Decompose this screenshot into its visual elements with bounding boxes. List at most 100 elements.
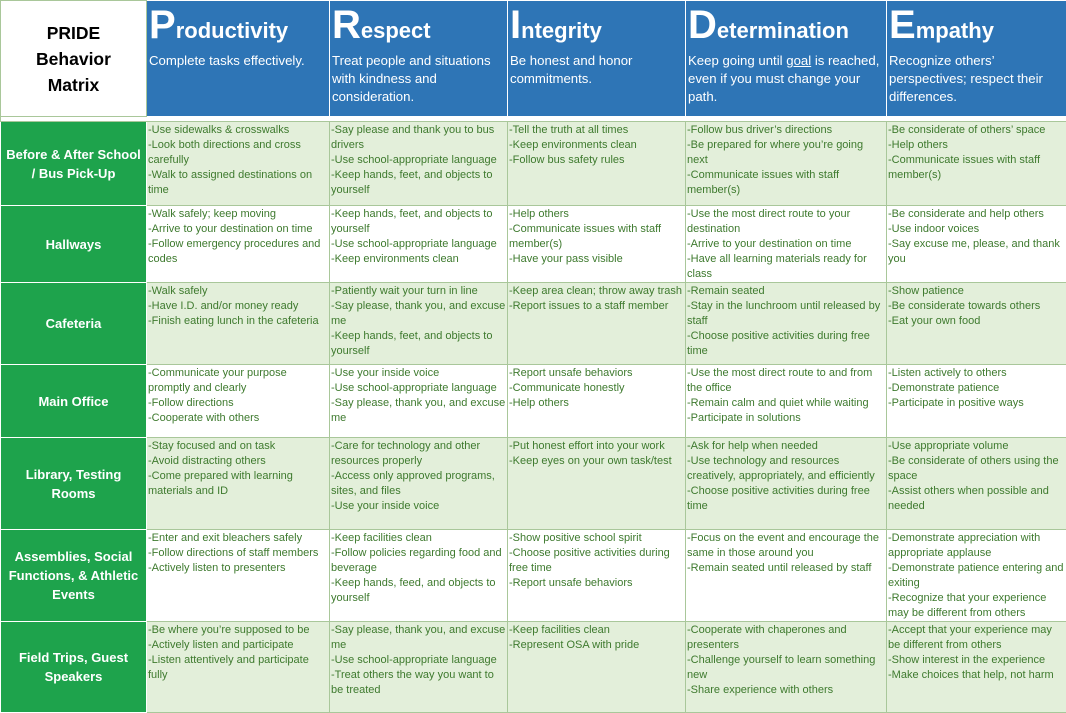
- value-title: Respect: [332, 5, 505, 49]
- behavior-item: -Use your inside voice: [331, 500, 440, 512]
- behavior-item: -Actively listen to presenters: [148, 562, 286, 574]
- behavior-item: -Actively listen and participate: [148, 639, 294, 651]
- behavior-item: -Report issues to a staff member: [509, 300, 669, 312]
- matrix-cell-determination: -Use the most direct route to and from t…: [685, 364, 887, 438]
- behavior-item: -Listen attentively and participate full…: [148, 654, 309, 681]
- value-rest: mpathy: [915, 18, 994, 43]
- matrix-cell-integrity: -Show positive school spirit -Choose posi…: [507, 529, 686, 622]
- matrix-cell-respect: -Use your inside voice -Use school-approp…: [329, 364, 508, 438]
- behavior-item: -Keep environments clean: [509, 139, 637, 151]
- value-initial: I: [510, 3, 522, 47]
- behavior-item: -Participate in solutions: [687, 412, 801, 424]
- behavior-item: -Be considerate towards others: [888, 300, 1041, 312]
- matrix-title-line: Matrix: [47, 74, 100, 95]
- value-initial: D: [688, 3, 717, 47]
- matrix-cell-integrity: -Tell the truth at all times -Keep enviro…: [507, 121, 686, 206]
- value-initial: R: [332, 3, 361, 47]
- behavior-item: -Use school-appropriate language: [331, 154, 497, 166]
- behavior-item: -Choose positive activities during free …: [687, 485, 870, 512]
- value-title: Determination: [688, 5, 884, 49]
- matrix-row: Cafeteria -Walk safely -Have I.D. and/or m…: [0, 282, 1066, 365]
- behavior-item: -Say please and thank you to bus drivers: [331, 124, 495, 151]
- value-initial: E: [889, 3, 916, 47]
- behavior-item: -Say excuse me, please, and thank you: [888, 238, 1060, 265]
- matrix-title-line: PRIDE: [46, 22, 101, 43]
- matrix-cell-determination: -Ask for help when needed -Use technology…: [685, 437, 887, 530]
- behavior-item: -Demonstrate patience entering and exiti…: [888, 562, 1064, 589]
- behavior-item: -Make choices that help, not harm: [888, 669, 1054, 681]
- value-description: Treat people and situations with kindnes…: [332, 53, 491, 104]
- matrix-cell-integrity: -Report unsafe behaviors -Communicate hon…: [507, 364, 686, 438]
- behavior-item: -Ask for help when needed: [687, 440, 818, 452]
- behavior-item: -Be considerate and help others: [888, 208, 1044, 220]
- behavior-item: -Follow emergency procedures and codes: [148, 238, 321, 265]
- row-heading: Assemblies, Social Functions, & Athletic…: [0, 529, 147, 622]
- matrix-cell-productivity: -Be where you’re supposed to be -Actively…: [146, 621, 330, 713]
- behavior-item: -Use sidewalks & crosswalks: [148, 124, 290, 136]
- behavior-item: -Choose positive activities during free …: [509, 547, 670, 574]
- behavior-item: -Walk safely: [148, 285, 208, 297]
- matrix-cell-empathy: -Be considerate and help others -Use indo…: [886, 205, 1066, 283]
- value-header-determination: Determination Keep going until goal is r…: [685, 0, 887, 117]
- behavior-item: -Stay in the lunchroom until released by…: [687, 300, 881, 327]
- row-heading: Before & After School / Bus Pick-Up: [0, 121, 147, 206]
- behavior-item: -Come prepared with learning materials a…: [148, 470, 293, 497]
- value-description: Recognize others’ perspectives; respect …: [889, 53, 1043, 104]
- behavior-item: -Use the most direct route to your desti…: [687, 208, 851, 235]
- behavior-item: -Remain calm and quiet while waiting: [687, 397, 869, 409]
- behavior-item: -Cooperate with others: [148, 412, 260, 424]
- behavior-item: -Follow directions of staff members: [148, 547, 319, 559]
- behavior-item: -Accept that your experience may be diff…: [888, 624, 1052, 651]
- row-heading: Cafeteria: [0, 282, 147, 365]
- value-header-empathy: Empathy Recognize others’ perspectives; …: [886, 0, 1066, 117]
- matrix-cell-productivity: -Use sidewalks & crosswalks -Look both di…: [146, 121, 330, 206]
- matrix-row: Field Trips, Guest Speakers -Be where you…: [0, 621, 1066, 713]
- behavior-item: -Report unsafe behaviors: [509, 577, 633, 589]
- row-heading: Main Office: [0, 364, 147, 438]
- behavior-item: -Say please, thank you, and excuse me: [331, 300, 506, 327]
- matrix-cell-productivity: -Walk safely -Have I.D. and/or money read…: [146, 282, 330, 365]
- behavior-item: -Demonstrate appreciation with appropria…: [888, 532, 1041, 559]
- behavior-item: -Help others: [509, 397, 569, 409]
- matrix-cell-determination: -Follow bus driver’s directions -Be prepa…: [685, 121, 887, 206]
- behavior-item: -Follow bus safety rules: [509, 154, 625, 166]
- behavior-item: -Demonstrate patience: [888, 382, 1000, 394]
- behavior-item: -Treat others the way you want to be tre…: [331, 669, 494, 696]
- behavior-item: -Challenge yourself to learn something n…: [687, 654, 876, 681]
- behavior-item: -Be considerate of others’ space: [888, 124, 1046, 136]
- value-header-respect: Respect Treat people and situations with…: [329, 0, 508, 117]
- matrix-cell-integrity: -Keep area clean; throw away trash -Repor…: [507, 282, 686, 365]
- matrix-cell-integrity: -Keep facilities clean -Represent OSA wit…: [507, 621, 686, 713]
- behavior-item: -Cooperate with chaperones and presenter…: [687, 624, 847, 651]
- behavior-item: -Walk to assigned destinations on time: [148, 169, 313, 196]
- behavior-item: -Communicate issues with staff member(s): [888, 154, 1041, 181]
- behavior-item: -Finish eating lunch in the cafeteria: [148, 315, 319, 327]
- behavior-item: -Report unsafe behaviors: [509, 367, 633, 379]
- matrix-cell-productivity: -Walk safely; keep moving -Arrive to your…: [146, 205, 330, 283]
- behavior-item: -Say please, thank you, and excuse me: [331, 624, 506, 651]
- row-heading: Field Trips, Guest Speakers: [0, 621, 147, 713]
- matrix-cell-productivity: -Stay focused and on task -Avoid distract…: [146, 437, 330, 530]
- behavior-item: -Have your pass visible: [509, 253, 623, 265]
- goal-underlined-word: goal: [786, 53, 812, 68]
- matrix-cell-empathy: -Demonstrate appreciation with appropria…: [886, 529, 1066, 622]
- behavior-item: -Represent OSA with pride: [509, 639, 640, 651]
- matrix-row: Library, Testing Rooms -Stay focused and …: [0, 437, 1066, 530]
- behavior-item: -Use the most direct route to and from t…: [687, 367, 873, 394]
- behavior-item: -Say please, thank you, and excuse me: [331, 397, 506, 424]
- behavior-item: -Focus on the event and encourage the sa…: [687, 532, 880, 559]
- behavior-item: -Choose positive activities during free …: [687, 330, 870, 357]
- behavior-item: -Keep hands, feed, and objects to yourse…: [331, 577, 496, 604]
- value-rest: etermination: [716, 18, 849, 43]
- behavior-item: -Arrive to your destination on time: [148, 223, 313, 235]
- matrix-title-line: Behavior: [36, 48, 111, 69]
- value-header-productivity: Productivity Complete tasks effectively.: [146, 0, 330, 117]
- behavior-item: -Eat your own food: [888, 315, 981, 327]
- behavior-item: -Participate in positive ways: [888, 397, 1024, 409]
- value-rest: ntegrity: [521, 18, 602, 43]
- behavior-item: -Enter and exit bleachers safely: [148, 532, 303, 544]
- behavior-item: -Care for technology and other resources…: [331, 440, 481, 467]
- behavior-item: -Stay focused and on task: [148, 440, 276, 452]
- value-title: Productivity: [149, 5, 327, 49]
- behavior-item: -Show positive school spirit: [509, 532, 642, 544]
